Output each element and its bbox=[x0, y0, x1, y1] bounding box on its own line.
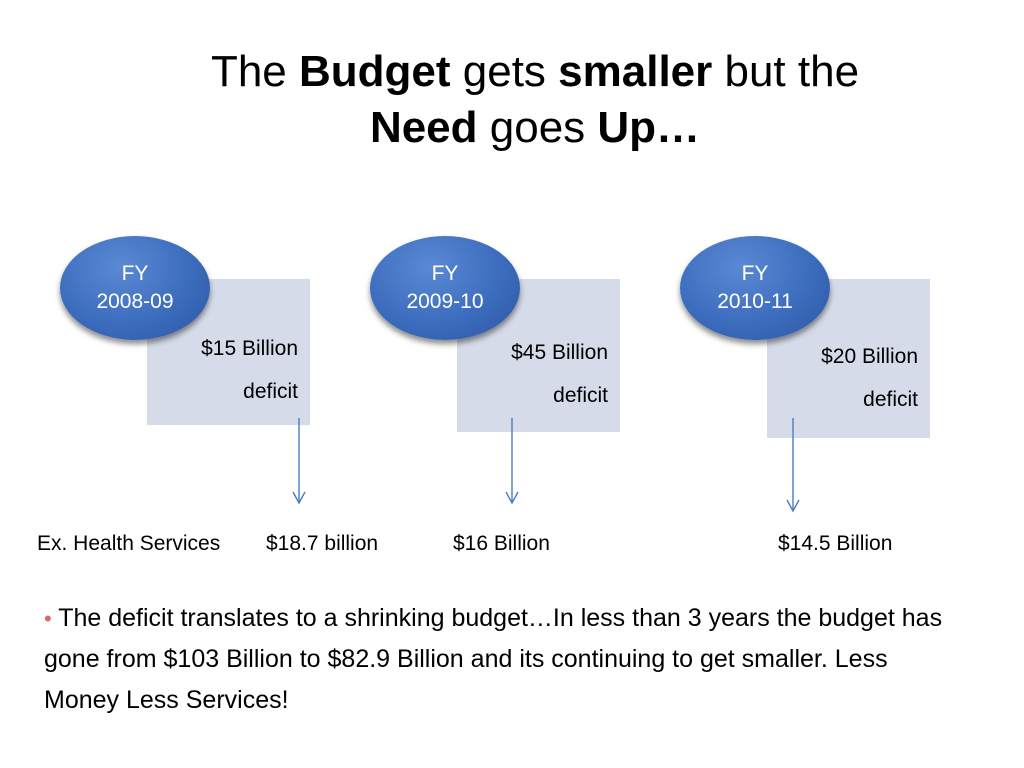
fy-range: 2009-10 bbox=[406, 290, 484, 313]
fy-label: FY bbox=[431, 262, 459, 285]
title-text: but the bbox=[712, 47, 860, 96]
fy-label: FY bbox=[121, 262, 149, 285]
arrow-down-icon bbox=[505, 418, 519, 505]
arrow-down-icon bbox=[292, 418, 306, 505]
fy-bubble-2009: FY 2009-10 bbox=[370, 236, 520, 340]
bullet-dot-icon: • bbox=[44, 606, 52, 631]
service-amount-2010: $14.5 Billion bbox=[778, 532, 893, 555]
deficit-amount: $45 Billion bbox=[511, 341, 608, 364]
deficit-label: deficit bbox=[243, 380, 298, 403]
fy-range: 2010-11 bbox=[717, 290, 793, 313]
bullet-text: The deficit translates to a shrinking bu… bbox=[44, 604, 943, 714]
bullet-point: • The deficit translates to a shrinking … bbox=[44, 598, 964, 721]
service-amount-2009: $16 Billion bbox=[453, 532, 550, 555]
fy-bubble-2010: FY 2010-11 bbox=[680, 236, 830, 340]
title-text: The bbox=[210, 47, 299, 96]
slide-title: The Budget gets smaller but the Need goe… bbox=[100, 44, 970, 156]
title-up: Up… bbox=[597, 103, 701, 152]
deficit-label: deficit bbox=[553, 384, 608, 407]
title-text: goes bbox=[477, 103, 598, 152]
fy-label: FY bbox=[741, 262, 769, 285]
deficit-amount: $15 Billion bbox=[201, 337, 298, 360]
arrow-down-icon bbox=[786, 418, 800, 513]
fy-range: 2008-09 bbox=[96, 290, 174, 313]
service-prefix-label: Ex. Health Services bbox=[37, 532, 221, 555]
fy-bubble-2008: FY 2008-09 bbox=[60, 236, 210, 340]
deficit-label: deficit bbox=[863, 388, 918, 411]
title-budget: Budget bbox=[299, 47, 451, 96]
title-need: Need bbox=[369, 103, 478, 152]
service-amount-2008: $18.7 billion bbox=[266, 532, 379, 555]
deficit-amount: $20 Billion bbox=[821, 345, 918, 368]
title-smaller: smaller bbox=[558, 47, 713, 96]
title-text: gets bbox=[450, 47, 559, 96]
